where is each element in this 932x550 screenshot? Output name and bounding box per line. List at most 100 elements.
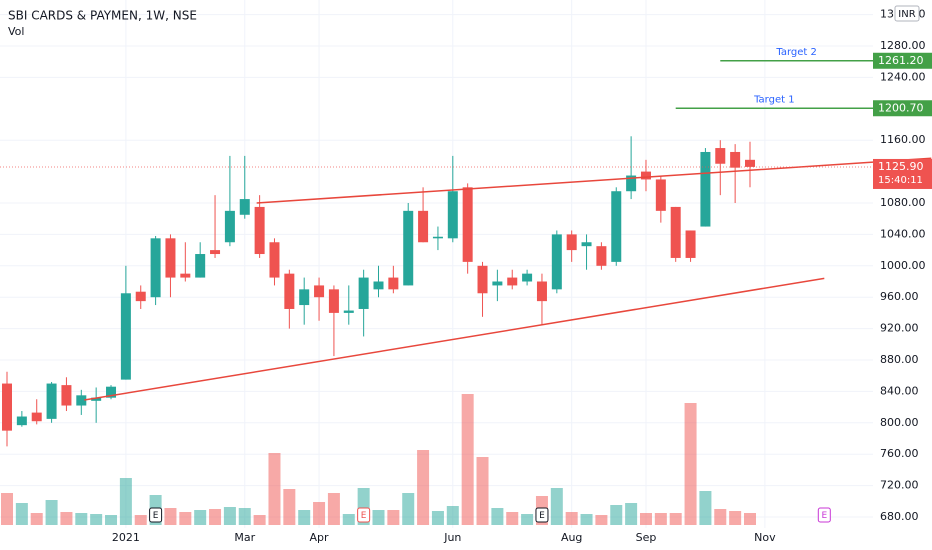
y-tick-label: 1080.00 xyxy=(880,196,926,209)
candle-body xyxy=(91,397,102,401)
candle-body xyxy=(745,159,755,167)
volume-bar xyxy=(30,513,43,525)
candle-body xyxy=(106,386,117,398)
volume-bar xyxy=(714,509,727,525)
candle-body xyxy=(522,273,533,282)
x-tick-label: Nov xyxy=(754,531,776,544)
y-tick-label: 1280.00 xyxy=(880,39,926,52)
x-tick-label: Mar xyxy=(234,531,255,544)
volume-bar xyxy=(699,491,712,525)
candle-body xyxy=(135,291,146,302)
y-tick-label: 880.00 xyxy=(880,353,919,366)
earnings-marker xyxy=(817,507,831,523)
volume-bar xyxy=(238,508,251,525)
y-tick-label: 680.00 xyxy=(880,510,919,523)
volume-bar xyxy=(75,513,88,525)
candle-body xyxy=(180,273,191,278)
volume-bar xyxy=(580,514,593,525)
volume-bar xyxy=(268,453,281,525)
y-tick-label: 720.00 xyxy=(880,479,919,492)
volume-bar xyxy=(119,478,132,525)
candle-body xyxy=(46,383,57,419)
price-label-box xyxy=(873,52,932,69)
earnings-marker xyxy=(357,507,371,523)
earnings-label: E xyxy=(153,511,159,521)
volume-bar xyxy=(595,515,608,525)
volume-bar xyxy=(639,513,652,525)
trendline xyxy=(84,277,825,401)
volume-bar xyxy=(417,450,430,525)
volume-bar xyxy=(461,394,474,525)
volume-bar xyxy=(1,493,13,525)
candle-body xyxy=(596,246,607,266)
volume-bar xyxy=(669,513,682,525)
x-tick-label: Apr xyxy=(310,531,330,544)
candle-body xyxy=(358,277,369,309)
price-label: 1261.20 xyxy=(878,54,924,67)
candle-body xyxy=(195,254,206,278)
candle-body xyxy=(462,187,473,262)
y-tick-label: 800.00 xyxy=(880,416,919,429)
y-tick-label: 1160.00 xyxy=(880,133,926,146)
price-label-box xyxy=(873,100,932,117)
candle-body xyxy=(551,234,562,290)
candle-body xyxy=(2,383,12,431)
candle-body xyxy=(655,179,666,211)
volume-bar xyxy=(565,512,578,525)
candle-body xyxy=(432,236,443,239)
candle-body xyxy=(284,273,295,309)
volume-bar xyxy=(134,515,147,525)
y-tick-label: 920.00 xyxy=(880,322,919,335)
candle-body xyxy=(536,281,547,302)
volume-bar xyxy=(209,509,222,525)
volume-bar xyxy=(684,403,697,525)
candle-body xyxy=(328,289,339,313)
price-axis: 680.00 720.00 760.00 800.00 840.00 880.00 920.… xyxy=(873,5,932,523)
volume-bar xyxy=(446,506,459,525)
x-tick-label: Aug xyxy=(561,531,582,544)
volume-bar xyxy=(521,514,534,525)
x-tick-label: 2021 xyxy=(112,531,140,544)
candle-body xyxy=(373,281,384,290)
candle-body xyxy=(254,206,265,255)
volume-bar xyxy=(654,513,667,525)
earnings-label: E xyxy=(821,511,827,521)
volume-bar xyxy=(90,514,103,525)
earnings-label: E xyxy=(361,511,367,521)
candle-body xyxy=(626,175,637,192)
trendline xyxy=(256,157,932,204)
candle-body xyxy=(611,191,622,262)
volume-bar xyxy=(194,510,207,525)
candle-body xyxy=(700,151,711,227)
volume-bar xyxy=(744,513,756,525)
candle-body xyxy=(566,234,577,251)
volume-bar xyxy=(223,507,236,525)
candle-body xyxy=(314,285,325,298)
y-tick-label: 1000.00 xyxy=(880,259,926,272)
candle-body xyxy=(31,412,42,422)
earnings-marker xyxy=(149,507,163,523)
candle-body xyxy=(403,210,414,286)
candle-body xyxy=(61,385,72,406)
volume-bar xyxy=(550,488,563,525)
candle-body xyxy=(447,191,458,239)
y-tick-label: 960.00 xyxy=(880,290,919,303)
volume-bar xyxy=(372,510,385,525)
candle-body xyxy=(299,289,310,306)
candle-body xyxy=(150,238,161,298)
volume-bar xyxy=(298,510,311,525)
volume-bar xyxy=(60,512,73,525)
volume-bar xyxy=(506,512,519,525)
currency-box xyxy=(894,5,920,22)
target-label: Target 1 xyxy=(753,94,794,105)
chart-title: SBI CARDS & PAYMEN, 1W, NSE xyxy=(8,9,197,23)
volume-bar xyxy=(342,514,355,525)
candle-body xyxy=(210,250,221,255)
volume-bar xyxy=(610,505,623,525)
candle-body xyxy=(670,206,681,258)
candle-body xyxy=(224,210,235,243)
candle-body xyxy=(269,242,280,278)
volume-bar xyxy=(253,515,266,525)
countdown-label: 15:40:11 xyxy=(878,175,923,186)
